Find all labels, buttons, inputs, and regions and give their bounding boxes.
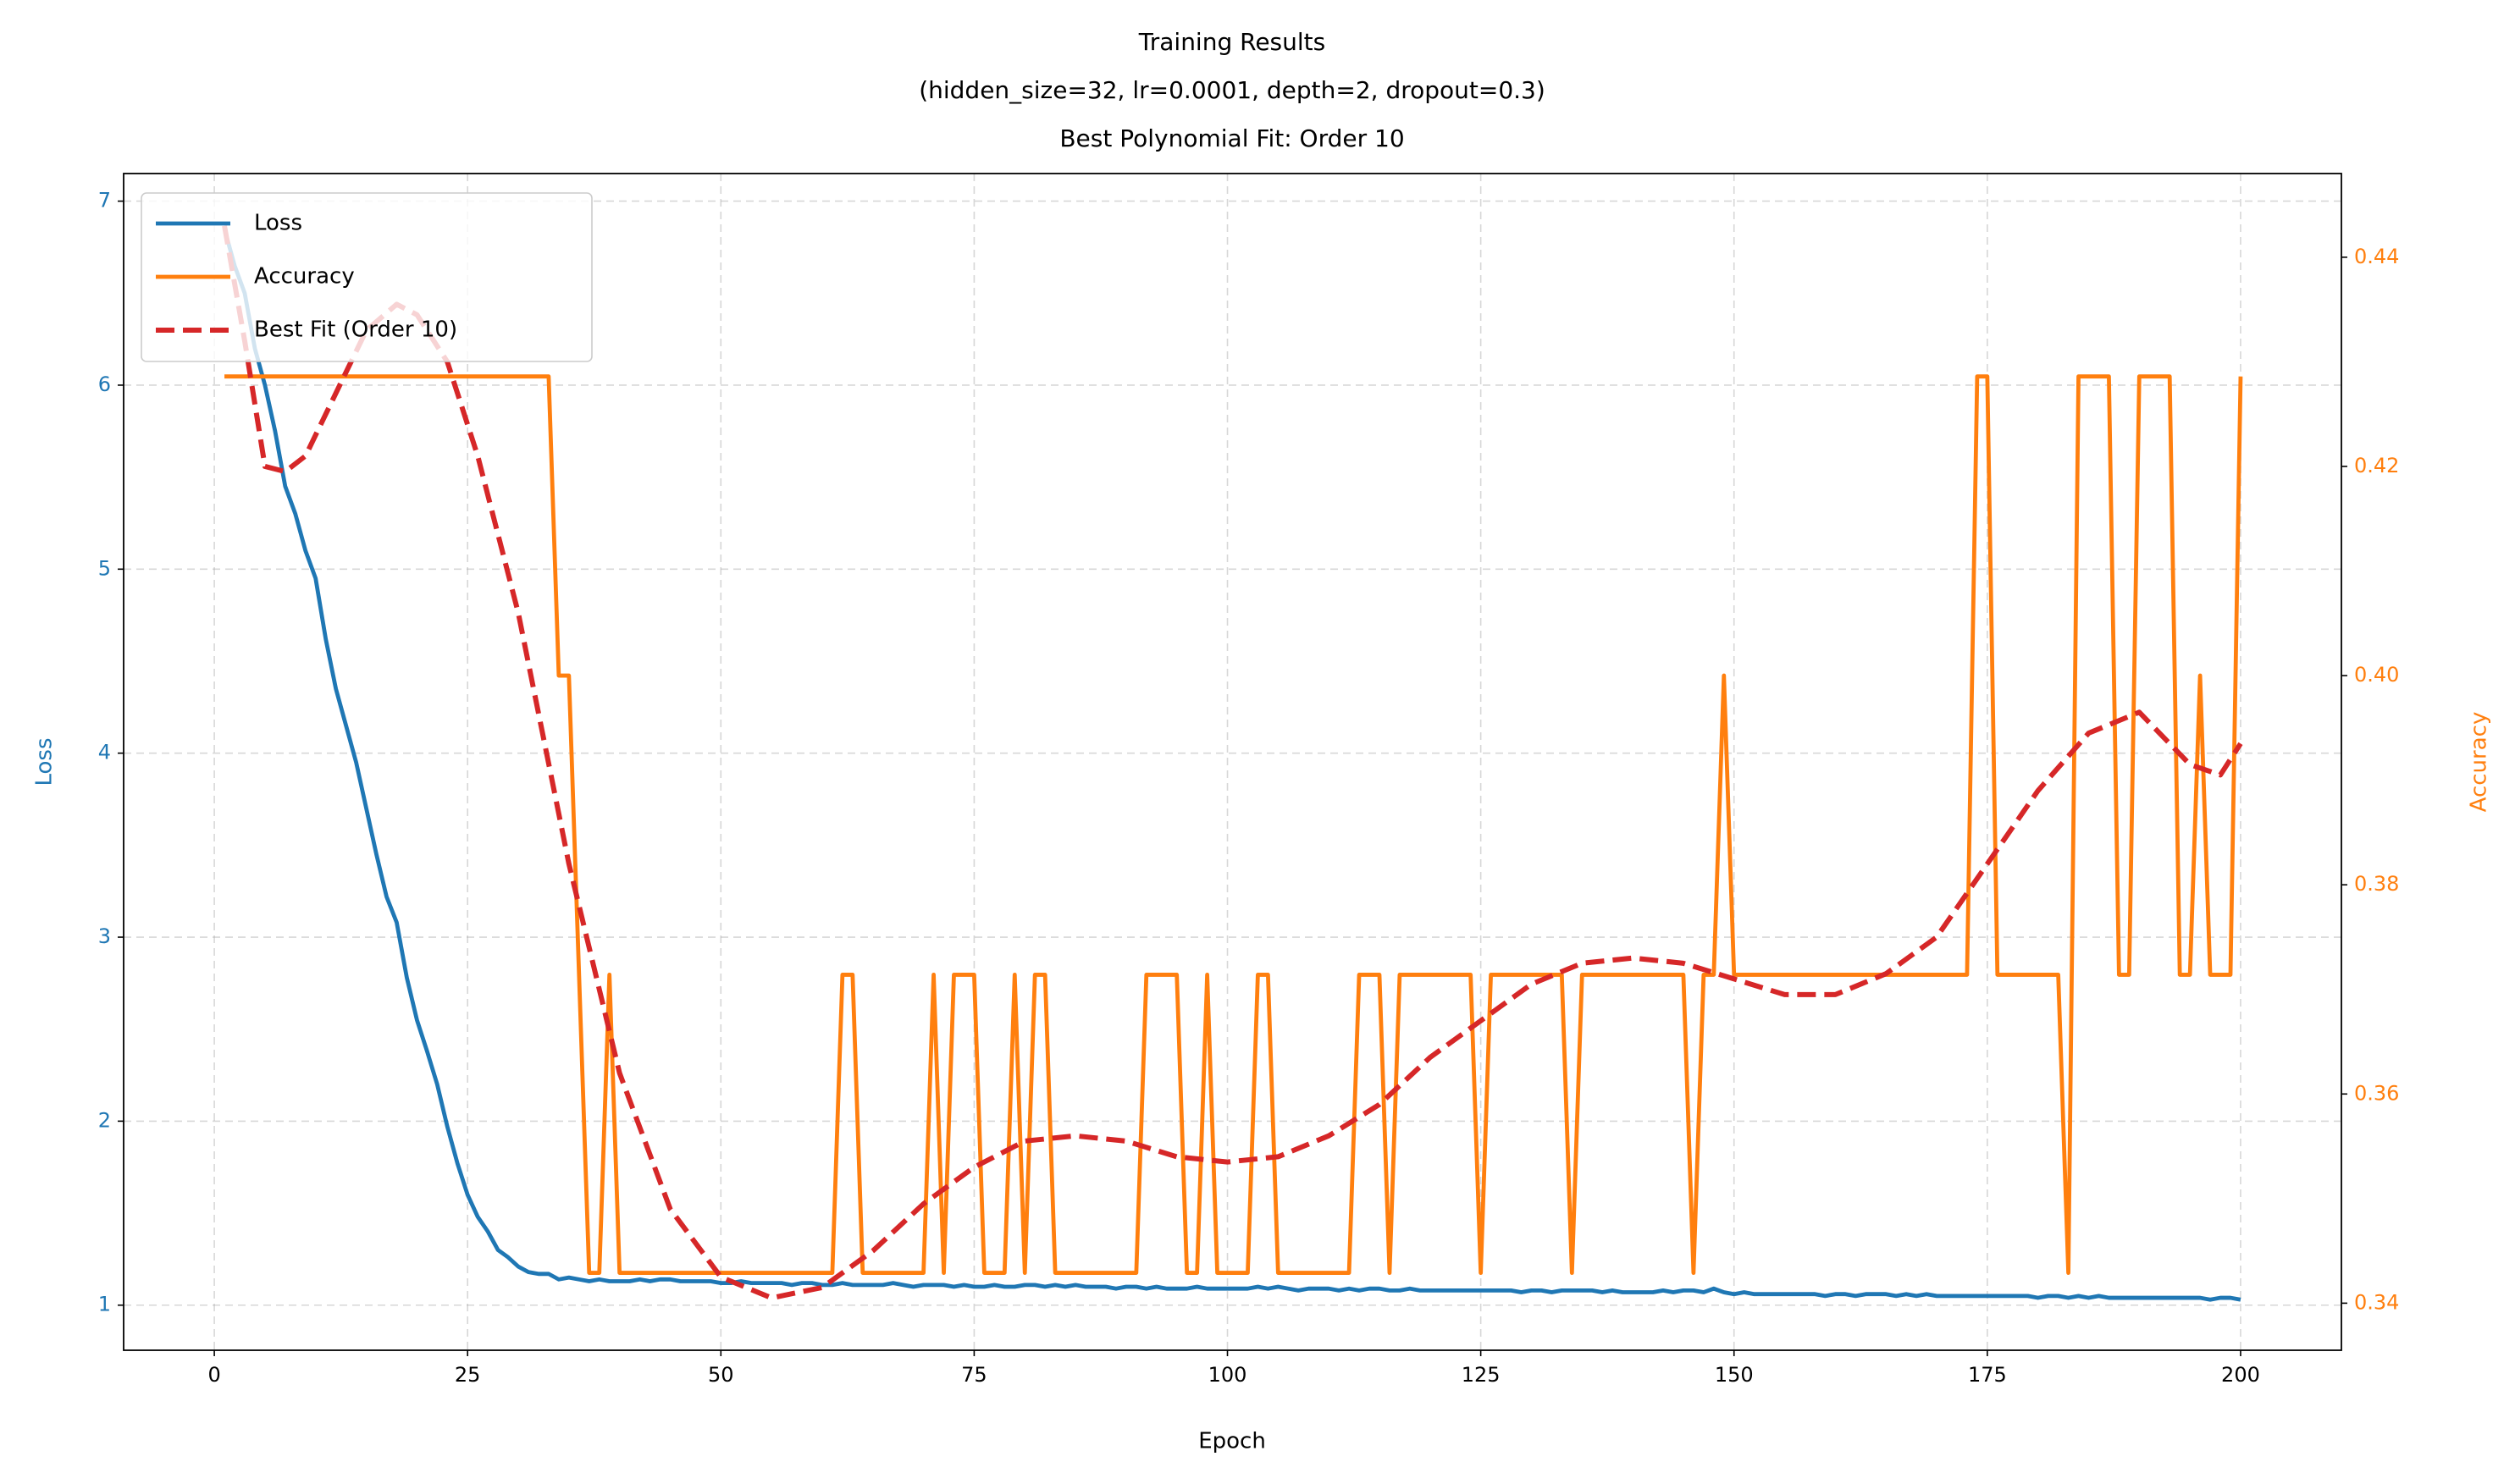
- y2-tick-label: 0.38: [2354, 872, 2399, 896]
- y-tick-label: 7: [98, 189, 111, 212]
- x-tick-label: 75: [961, 1363, 987, 1387]
- x-tick-label: 125: [1462, 1363, 1501, 1387]
- x-tick-label: 0: [207, 1363, 220, 1387]
- y2-tick-label: 0.34: [2354, 1290, 2399, 1314]
- legend-label: Accuracy: [254, 264, 355, 290]
- x-tick-label: 100: [1208, 1363, 1247, 1387]
- legend-box: [141, 192, 593, 362]
- chart-title: Training Results: [1138, 28, 1326, 56]
- y-tick-label: 3: [98, 924, 111, 948]
- y-tick-label: 2: [98, 1108, 111, 1132]
- plot-frame: [123, 173, 2342, 1351]
- y2-tick-label: 0.40: [2354, 663, 2399, 687]
- series-line: [222, 225, 2243, 1301]
- x-tick-label: 150: [1715, 1363, 1754, 1387]
- y-tick-label: 4: [98, 741, 111, 764]
- y-tick-label: 5: [98, 556, 111, 580]
- chart-subtitle: Best Polynomial Fit: Order 10: [1059, 124, 1404, 152]
- y-tick-label: 1: [98, 1293, 111, 1316]
- chart-subtitle: (hidden_size=32, lr=0.0001, depth=2, dro…: [919, 76, 1545, 104]
- series-line: [224, 374, 2243, 1275]
- legend-label: Best Fit (Order 10): [254, 317, 457, 343]
- x-tick-label: 200: [2221, 1363, 2260, 1387]
- y2-axis-label: Accuracy: [2467, 712, 2492, 813]
- series-line: [222, 228, 2241, 1302]
- x-tick-label: 25: [455, 1363, 481, 1387]
- x-tick-label: 175: [1968, 1363, 2007, 1387]
- legend-label: Loss: [254, 211, 302, 236]
- y2-tick-label: 0.42: [2354, 454, 2399, 477]
- x-axis-label: Epoch: [1198, 1429, 1266, 1454]
- y2-tick-label: 0.36: [2354, 1081, 2399, 1105]
- x-tick-label: 50: [708, 1363, 734, 1387]
- y2-tick-label: 0.44: [2354, 245, 2399, 268]
- y-axis-label: Loss: [32, 737, 58, 786]
- y-tick-label: 6: [98, 372, 111, 396]
